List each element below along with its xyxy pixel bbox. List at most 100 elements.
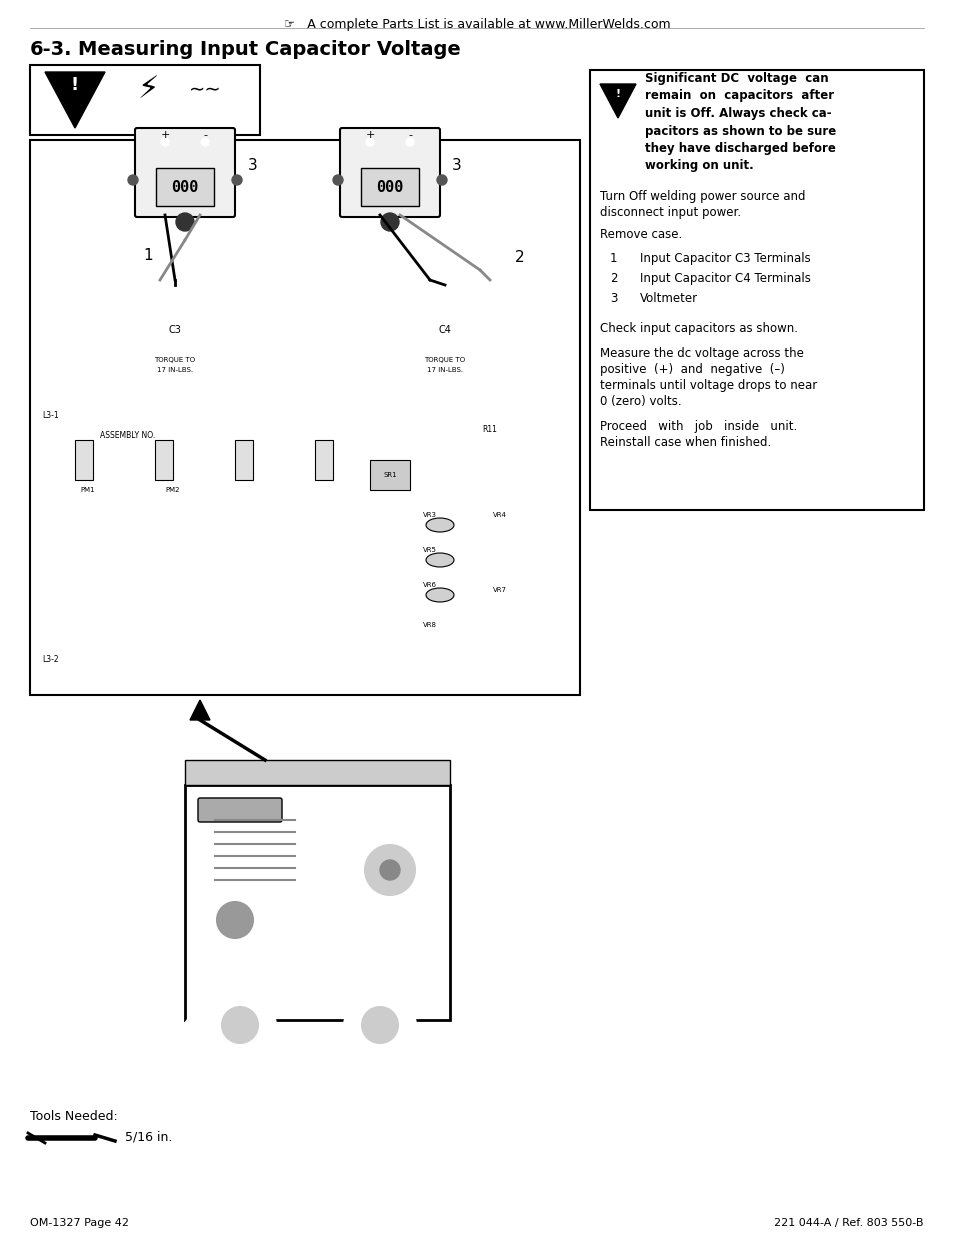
- FancyBboxPatch shape: [589, 70, 923, 510]
- Text: VR4: VR4: [493, 513, 506, 517]
- Text: 17 IN-LBS.: 17 IN-LBS.: [157, 367, 193, 373]
- Circle shape: [222, 1007, 257, 1044]
- FancyBboxPatch shape: [135, 128, 234, 217]
- Text: Proceed   with   job   inside   unit.
Reinstall case when finished.: Proceed with job inside unit. Reinstall …: [599, 420, 797, 450]
- Text: Input Capacitor C4 Terminals: Input Capacitor C4 Terminals: [639, 272, 810, 285]
- Text: OM-1327 Page 42: OM-1327 Page 42: [30, 1218, 129, 1228]
- Bar: [314, 440, 333, 480]
- Circle shape: [436, 175, 447, 185]
- Text: VR3: VR3: [422, 513, 436, 517]
- Text: Remove case.: Remove case.: [599, 228, 681, 241]
- Text: Measure the dc voltage across the
positive  (+)  and  negative  (–)
terminals un: Measure the dc voltage across the positi…: [599, 347, 817, 408]
- Circle shape: [164, 519, 186, 541]
- Text: 1: 1: [609, 252, 617, 266]
- Text: 3: 3: [609, 291, 617, 305]
- Text: SR1: SR1: [383, 472, 396, 478]
- FancyBboxPatch shape: [156, 168, 213, 206]
- Text: ☞   A complete Parts List is available at www.MillerWelds.com: ☞ A complete Parts List is available at …: [283, 19, 670, 31]
- FancyBboxPatch shape: [198, 798, 282, 823]
- FancyBboxPatch shape: [30, 140, 579, 695]
- Bar: [154, 440, 172, 480]
- Bar: [370, 459, 410, 490]
- FancyBboxPatch shape: [185, 760, 450, 785]
- Circle shape: [125, 285, 225, 385]
- Text: ASSEMBLY NO.: ASSEMBLY NO.: [100, 431, 155, 440]
- Circle shape: [239, 559, 261, 580]
- Text: -: -: [203, 130, 207, 140]
- Circle shape: [239, 519, 261, 541]
- Text: 3: 3: [248, 158, 257, 173]
- Circle shape: [161, 138, 169, 146]
- Text: VR5: VR5: [422, 547, 436, 553]
- Circle shape: [89, 559, 111, 580]
- Text: 5/16 in.: 5/16 in.: [125, 1130, 172, 1144]
- Text: VR6: VR6: [422, 582, 436, 588]
- Circle shape: [380, 212, 398, 231]
- Polygon shape: [45, 72, 105, 128]
- Circle shape: [184, 1014, 215, 1046]
- Text: !: !: [615, 89, 619, 99]
- Text: Tools Needed:: Tools Needed:: [30, 1110, 117, 1123]
- Text: +: +: [365, 130, 375, 140]
- Text: 17 IN-LBS.: 17 IN-LBS.: [427, 367, 462, 373]
- Circle shape: [361, 1007, 397, 1044]
- Text: ⚡: ⚡: [137, 75, 158, 105]
- Text: 2: 2: [609, 272, 617, 285]
- Circle shape: [128, 175, 138, 185]
- Ellipse shape: [426, 588, 454, 601]
- Text: PM2: PM2: [165, 487, 179, 493]
- Circle shape: [137, 296, 213, 373]
- Bar: [75, 440, 92, 480]
- Text: 1: 1: [143, 247, 152, 263]
- Ellipse shape: [426, 517, 454, 532]
- Text: 000: 000: [172, 179, 198, 194]
- Text: Check input capacitors as shown.: Check input capacitors as shown.: [599, 322, 797, 335]
- Text: TORQUE TO: TORQUE TO: [424, 357, 465, 363]
- Text: 3: 3: [452, 158, 461, 173]
- Circle shape: [216, 902, 253, 939]
- Circle shape: [232, 175, 242, 185]
- Bar: [234, 440, 253, 480]
- Text: ∼∼: ∼∼: [189, 80, 221, 100]
- Text: C4: C4: [438, 325, 451, 335]
- Circle shape: [175, 212, 193, 231]
- Text: R11: R11: [482, 426, 497, 435]
- Text: Voltmeter: Voltmeter: [639, 291, 698, 305]
- Circle shape: [345, 990, 415, 1060]
- Text: TORQUE TO: TORQUE TO: [154, 357, 195, 363]
- Text: L3-2: L3-2: [42, 656, 58, 664]
- Circle shape: [314, 559, 335, 580]
- Circle shape: [164, 559, 186, 580]
- Circle shape: [379, 860, 399, 881]
- Text: 000: 000: [375, 179, 403, 194]
- Text: PM1: PM1: [80, 487, 94, 493]
- Circle shape: [333, 175, 343, 185]
- Polygon shape: [190, 700, 210, 720]
- Text: 2: 2: [515, 251, 524, 266]
- Circle shape: [406, 138, 414, 146]
- Circle shape: [201, 138, 209, 146]
- Circle shape: [168, 563, 182, 577]
- Circle shape: [89, 519, 111, 541]
- Text: Input Capacitor C3 Terminals: Input Capacitor C3 Terminals: [639, 252, 810, 266]
- Circle shape: [243, 563, 256, 577]
- Text: 6-3.: 6-3.: [30, 40, 72, 59]
- Polygon shape: [599, 84, 636, 119]
- Circle shape: [365, 845, 415, 895]
- Circle shape: [314, 519, 335, 541]
- Ellipse shape: [426, 553, 454, 567]
- Circle shape: [205, 990, 274, 1060]
- Circle shape: [243, 522, 256, 537]
- FancyBboxPatch shape: [339, 128, 439, 217]
- Circle shape: [317, 563, 332, 577]
- Text: VR8: VR8: [422, 622, 436, 629]
- FancyBboxPatch shape: [185, 785, 450, 1020]
- Text: VR7: VR7: [493, 587, 506, 593]
- FancyBboxPatch shape: [360, 168, 418, 206]
- Text: +: +: [160, 130, 170, 140]
- Circle shape: [407, 296, 482, 373]
- FancyBboxPatch shape: [30, 65, 260, 135]
- Text: Turn Off welding power source and
disconnect input power.: Turn Off welding power source and discon…: [599, 190, 804, 219]
- Text: C3: C3: [169, 325, 181, 335]
- Text: Significant DC  voltage  can
remain  on  capacitors  after
unit is Off. Always c: Significant DC voltage can remain on cap…: [644, 72, 836, 173]
